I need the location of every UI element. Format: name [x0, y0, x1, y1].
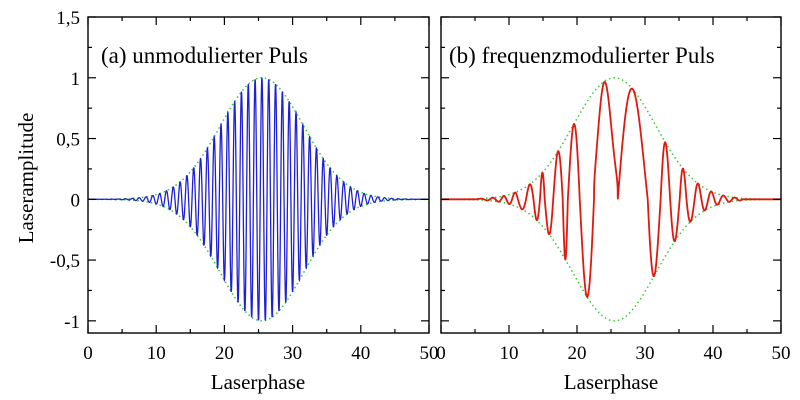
panel-a-x-tick-label: 30: [283, 343, 302, 364]
panel-a-y-tick-label: 0: [71, 190, 81, 211]
panel-b-envelope-lower: [441, 198, 782, 322]
y-axis-title: Laseramplitude: [14, 113, 38, 244]
panel-a-y-tick-label: 1: [71, 69, 81, 90]
panel-b-envelope-upper: [441, 77, 781, 201]
panel-a-ticks: 0 10 20 30 40 50 1,5 1 0,5 0 -0,5 -1: [50, 8, 439, 364]
panel-b-x-tick-label: 50: [772, 343, 791, 364]
panel-a-y-tick-label: 1,5: [56, 8, 80, 29]
panel-b-ticks: 0 10 20 30 40 50: [436, 16, 791, 364]
panel-b-x-tick-label: 30: [636, 343, 655, 364]
panel-b-x-tick-label: 10: [500, 343, 519, 364]
panel-b-x-tick-label: 0: [436, 343, 446, 364]
panel-b-x-axis-title: Laserphase: [564, 370, 658, 394]
panel-a-x-tick-label: 20: [215, 343, 234, 364]
panel-a-y-tick-label: 0,5: [56, 130, 80, 151]
panel-a-y-tick-label: -0,5: [50, 251, 80, 272]
panel-a-envelope-upper: [88, 77, 429, 201]
panel-a: 0 10 20 30 40 50 1,5 1 0,5 0 -0,5 -1 (a) unmodulier…: [14, 8, 439, 394]
panel-b-x-tick-label: 40: [704, 343, 723, 364]
panel-a-x-tick-label: 50: [420, 343, 439, 364]
panel-a-signal-line: [88, 77, 429, 321]
panel-b-plot-area: [441, 77, 782, 322]
panel-b-title: (b) frequenzmodulierter Puls: [449, 43, 715, 68]
panel-a-x-axis-title: Laserphase: [211, 370, 305, 394]
panel-b: 0 10 20 30 40 50 (b) frequenzmodulierter Puls…: [436, 16, 791, 394]
panel-a-plot-area: [88, 77, 430, 322]
panel-a-x-tick-label: 0: [83, 343, 93, 364]
panel-a-title: (a) unmodulierter Puls: [101, 43, 308, 68]
panel-a-y-tick-label: -1: [64, 312, 80, 333]
panel-a-x-tick-label: 40: [351, 343, 370, 364]
panel-a-x-tick-label: 10: [147, 343, 166, 364]
panel-b-signal-line: [441, 81, 781, 298]
panel-b-x-tick-label: 20: [568, 343, 587, 364]
